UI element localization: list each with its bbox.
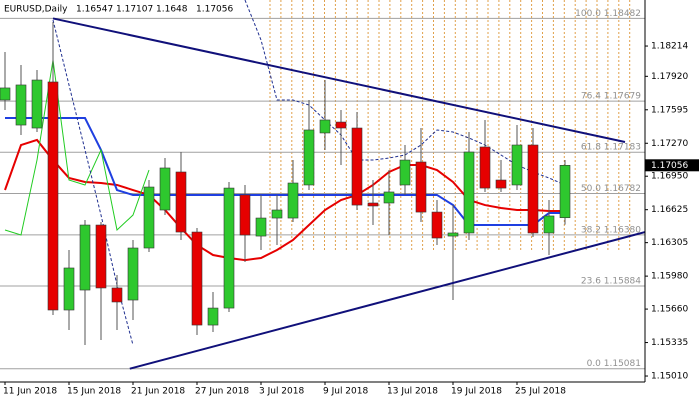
candle-body	[287, 182, 299, 219]
header-high: 1.17107	[116, 5, 153, 15]
x-tick-label: 19 Jul 2018	[451, 387, 502, 397]
header-close: 1.17056	[196, 5, 233, 15]
indicator-line	[4, 59, 150, 236]
x-tick-label: 9 Jul 2018	[323, 387, 368, 397]
y-tick-label: 1.16625	[651, 205, 688, 215]
fib-label: 0.0 1.15081	[587, 359, 641, 369]
candle-body	[399, 159, 411, 186]
y-tick-label: 1.17595	[651, 105, 688, 115]
candle-body	[15, 84, 27, 126]
candle-body	[223, 187, 235, 309]
fib-label: 23.6 1.15884	[581, 277, 641, 287]
candle-body	[543, 215, 555, 234]
candle-body	[207, 307, 219, 326]
candle-body	[175, 171, 187, 233]
y-tick-label: 1.16305	[651, 238, 688, 248]
y-tick-label: 1.17270	[651, 139, 688, 149]
header-low: 1.1648	[156, 5, 188, 15]
candle-body	[335, 121, 347, 129]
candle-body	[495, 179, 507, 189]
x-tick-label: 15 Jun 2018	[67, 387, 121, 397]
candle-body	[431, 211, 443, 239]
x-tick-label: 13 Jul 2018	[387, 387, 438, 397]
candle-body	[143, 186, 155, 249]
candle-body	[31, 79, 43, 129]
y-tick-label: 1.15010	[651, 372, 688, 382]
candle-body	[511, 144, 523, 186]
candle-body	[47, 81, 59, 311]
candle-body	[463, 151, 475, 234]
candle-body	[559, 165, 571, 219]
fib-label: 50.0 1.16782	[581, 184, 641, 194]
fib-label: 76.4 1.17679	[581, 92, 641, 102]
trendline	[52, 17, 626, 144]
y-tick-label: 1.15335	[651, 338, 688, 348]
candle-body	[303, 129, 315, 186]
candle-body	[383, 191, 395, 204]
header-open: 1.16547	[76, 5, 113, 15]
candle-body	[191, 231, 203, 326]
indicator-line	[244, 0, 566, 186]
header: EURUSD,Daily 1.16547 1.17107 1.1648 1.17…	[4, 5, 233, 15]
y-tick-label: 1.17920	[651, 72, 688, 82]
y-tick-label: 1.16950	[651, 172, 688, 182]
candle-body	[111, 287, 123, 303]
y-tick-label: 1.15660	[651, 305, 688, 315]
candle-body	[271, 209, 283, 219]
candle-body	[351, 127, 363, 206]
candle-body	[0, 87, 11, 101]
candle-body	[479, 146, 491, 189]
y-tick-label: 1.15980	[651, 272, 688, 282]
x-tick-label: 25 Jul 2018	[515, 387, 566, 397]
x-tick-label: 21 Jun 2018	[131, 387, 185, 397]
candle-body	[127, 247, 139, 301]
symbol: EURUSD,Daily	[4, 5, 68, 15]
candle-body	[527, 144, 539, 234]
x-tick-label: 3 Jul 2018	[259, 387, 304, 397]
candle-body	[63, 267, 75, 311]
x-tick-label: 27 Jun 2018	[195, 387, 249, 397]
x-tick-label: 11 Jun 2018	[3, 387, 57, 397]
candle-body	[447, 232, 459, 237]
candle-body	[95, 224, 107, 289]
candle-body	[415, 161, 427, 213]
candle-body	[255, 217, 267, 237]
price-box	[645, 159, 699, 172]
price-label: 1.17056	[651, 161, 688, 171]
candle-body	[79, 224, 91, 291]
y-tick-label: 1.18214	[651, 42, 688, 52]
fib-label: 61.8 1.17183	[581, 143, 641, 153]
fib-label: 38.2 1.16380	[581, 225, 641, 235]
fib-label: 100.0 1.18482	[575, 9, 641, 19]
candle-body	[319, 119, 331, 134]
trendline	[129, 231, 646, 370]
candle-body	[239, 194, 251, 236]
candle-body	[159, 167, 171, 211]
candle-body	[367, 202, 379, 207]
